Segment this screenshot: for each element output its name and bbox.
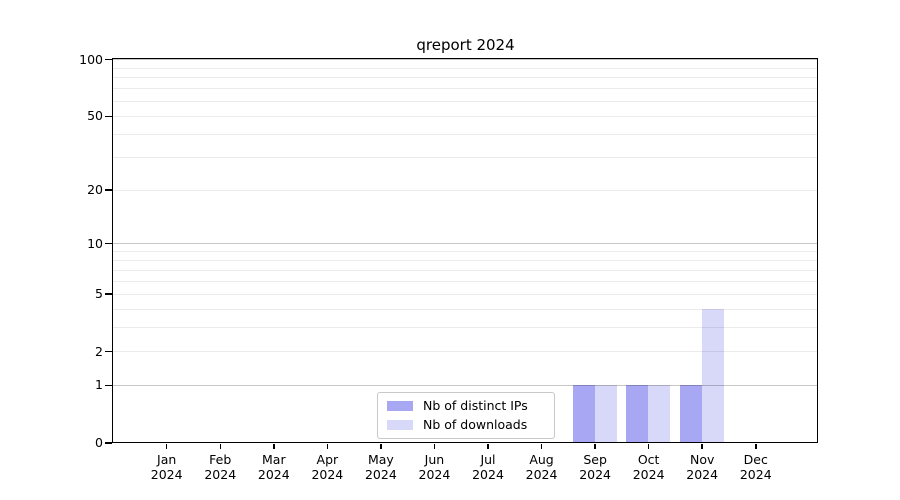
bar-nb-of-downloads-nov [701, 308, 724, 442]
x-tick-year-jan: 2024 [150, 467, 183, 482]
x-tick-dec [755, 444, 757, 449]
x-tick-label-jul: Jul 2024 [456, 452, 520, 482]
x-tick-label-sep: Sep 2024 [563, 452, 627, 482]
y-tick-label-2: 2 [95, 343, 103, 359]
gridline-major-100 [113, 59, 817, 60]
x-tick-month-jan: Jan [157, 452, 177, 467]
y-tick-50 [105, 115, 112, 118]
y-tick-label-0: 0 [95, 435, 103, 450]
x-tick-oct [647, 444, 650, 449]
y-tick-10 [105, 242, 112, 245]
y-tick-2 [105, 350, 112, 353]
legend: Nb of distinct IPs Nb of downloads [377, 392, 555, 439]
legend-swatch-distinct-ips [387, 401, 413, 411]
x-tick-month-sep: Sep [583, 452, 607, 467]
x-tick-month-jul: Jul [480, 452, 496, 467]
x-tick-year-jun: 2024 [418, 467, 451, 482]
x-tick-jan [165, 444, 168, 449]
x-tick-year-aug: 2024 [525, 467, 558, 482]
x-tick-year-sep: 2024 [579, 467, 611, 482]
y-tick-label-20: 20 [87, 182, 103, 197]
legend-label-downloads: Nb of downloads [423, 417, 528, 432]
x-tick-mar [273, 444, 275, 449]
bar-nb-of-distinct-ips-oct [626, 384, 649, 442]
chart-title: qreport 2024 [416, 36, 515, 54]
x-tick-month-feb: Feb [209, 452, 232, 467]
y-tick-label-100: 100 [79, 51, 103, 67]
gridline-minor-50 [113, 115, 817, 117]
bar-nb-of-distinct-ips-sep [572, 384, 595, 442]
gridline-minor-5 [113, 293, 817, 295]
x-tick-feb [219, 444, 221, 449]
x-tick-label-oct: Oct 2024 [617, 452, 681, 482]
x-tick-label-nov: Nov 2024 [670, 452, 734, 482]
gridline-minor-2 [113, 351, 817, 353]
gridline-major-10 [113, 243, 817, 245]
x-tick-month-aug: Aug [529, 452, 554, 467]
x-tick-label-apr: Apr 2024 [295, 452, 359, 482]
y-tick-label-10: 10 [87, 235, 103, 251]
y-tick-20 [105, 189, 112, 191]
x-tick-label-dec: Dec 2024 [724, 452, 788, 482]
x-tick-label-feb: Feb 2024 [188, 452, 252, 482]
gridline-minor-70 [113, 88, 817, 90]
y-tick-label-5: 5 [95, 286, 103, 302]
x-tick-year-oct: 2024 [632, 467, 665, 482]
gridline-minor-40 [113, 133, 817, 135]
gridline-minor-60 [113, 100, 817, 102]
legend-item-downloads: Nb of downloads [384, 417, 548, 433]
x-tick-year-feb: 2024 [204, 467, 237, 482]
gridline-minor-90 [113, 67, 817, 69]
x-tick-label-jun: Jun 2024 [402, 452, 466, 482]
x-tick-year-jul: 2024 [472, 467, 504, 482]
x-tick-year-mar: 2024 [257, 467, 290, 482]
bar-nb-of-downloads-sep [594, 384, 617, 442]
gridline-minor-4 [113, 308, 817, 310]
x-tick-month-may: May [367, 452, 394, 467]
x-tick-month-jun: Jun [424, 452, 445, 467]
gridline-minor-8 [113, 259, 817, 261]
legend-item-distinct-ips: Nb of distinct IPs [384, 398, 548, 414]
x-tick-label-mar: Mar 2024 [242, 452, 306, 482]
y-tick-100 [105, 58, 112, 61]
y-tick-label-1: 1 [95, 377, 103, 393]
legend-label-distinct-ips: Nb of distinct IPs [423, 398, 528, 413]
y-tick-1 [105, 384, 112, 387]
gridline-minor-30 [113, 157, 817, 159]
x-tick-month-dec: Dec [743, 452, 768, 467]
x-tick-year-apr: 2024 [311, 467, 344, 482]
gridline-minor-20 [113, 189, 817, 191]
x-tick-aug [540, 444, 543, 449]
x-tick-sep [594, 444, 596, 449]
plot-area: Nb of distinct IPs Nb of downloads [112, 58, 818, 443]
gridline-minor-80 [113, 77, 817, 79]
x-tick-month-apr: Apr [316, 452, 339, 467]
y-tick-label-50: 50 [87, 108, 103, 124]
y-tick-5 [105, 293, 112, 295]
x-tick-apr [326, 444, 329, 449]
legend-swatch-downloads [387, 420, 413, 430]
x-tick-label-jan: Jan 2024 [135, 452, 199, 482]
x-tick-label-aug: Aug 2024 [510, 452, 574, 482]
x-tick-year-dec: 2024 [739, 467, 772, 482]
gridline-minor-7 [113, 269, 817, 271]
x-tick-year-nov: 2024 [686, 467, 719, 482]
x-tick-month-nov: Nov [689, 452, 715, 467]
x-tick-month-mar: Mar [262, 452, 286, 467]
gridline-major-1 [113, 384, 817, 386]
x-tick-year-may: 2024 [364, 467, 397, 482]
x-tick-may [380, 444, 382, 449]
x-tick-label-may: May 2024 [349, 452, 413, 482]
x-tick-jul [487, 444, 489, 449]
gridline-minor-3 [113, 327, 817, 329]
x-tick-month-oct: Oct [637, 452, 660, 467]
bar-nb-of-distinct-ips-nov [679, 384, 702, 442]
x-tick-nov [701, 444, 703, 449]
y-tick-0 [105, 442, 112, 444]
gridline-minor-9 [113, 251, 817, 253]
gridline-minor-6 [113, 280, 817, 282]
x-tick-jun [433, 444, 436, 449]
bar-nb-of-downloads-oct [648, 384, 671, 442]
